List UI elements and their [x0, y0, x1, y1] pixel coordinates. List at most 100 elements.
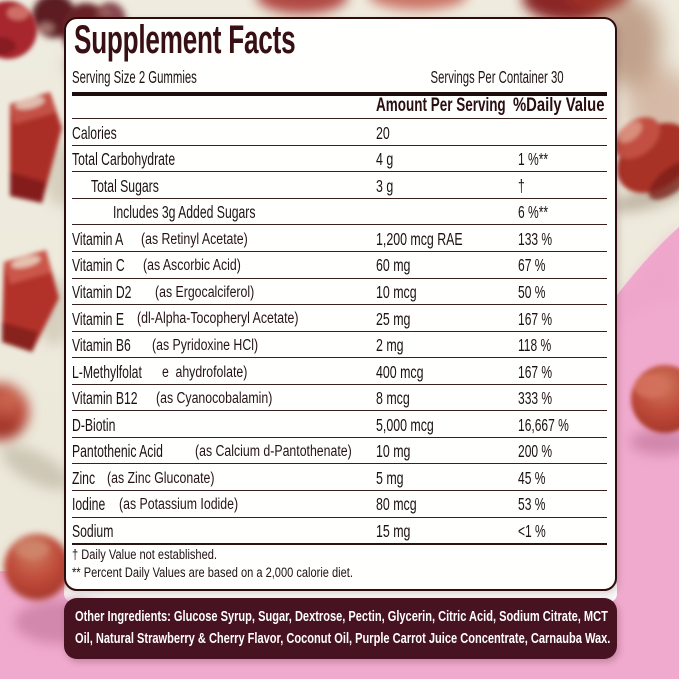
- nutrient-row: Iodine (as Potassium Iodide) 80 mcg 53 %: [71, 489, 607, 517]
- nutrient-row: Vitamin B12 (as Cyanocobalamin) 8 mcg 33…: [71, 383, 607, 411]
- nutrient-amount: 25 mg: [376, 308, 411, 329]
- nutrient-name: Total Sugars: [90, 175, 159, 196]
- nutrient-detail: (as Pyridoxine HCl): [151, 336, 258, 354]
- gummy-left-ball: [0, 383, 29, 441]
- nutrient-name: Pantothenic Acid: [71, 441, 163, 462]
- divider-thick: [71, 92, 607, 97]
- nutrient-daily-value: 16,667 %: [517, 414, 569, 435]
- nutrient-daily-value: 45 %: [517, 467, 545, 488]
- nutrient-row: Sodium 15 mg <1 %: [71, 516, 607, 544]
- nutrient-name: D-Biotin: [71, 414, 115, 435]
- nutrient-daily-value: 67 %: [517, 255, 545, 276]
- gummy-right-cylinder: [611, 117, 679, 213]
- nutrient-table: Calories 20 Total Carbohydrate 4 g 1 %**…: [71, 118, 607, 545]
- nutrient-amount: 20: [376, 122, 390, 143]
- column-header-daily-value: %Daily Value: [513, 94, 605, 116]
- gummy-right-ball: [631, 365, 679, 433]
- gummy-top-left: [0, 1, 37, 59]
- nutrient-row: L-Methylfolat e ahydrofolate) 400 mcg 16…: [71, 357, 607, 384]
- nutrient-detail: (as Ergocalciferol): [155, 283, 255, 301]
- nutrient-amount: 1,200 mcg RAE: [376, 228, 463, 249]
- gummy-left-wedge-1: [10, 92, 62, 203]
- nutrient-daily-value: 133 %: [517, 228, 552, 249]
- nutrient-amount: 8 mcg: [376, 388, 410, 409]
- nutrient-name: Zinc: [71, 467, 95, 488]
- nutrient-daily-value: 53 %: [517, 494, 545, 515]
- footnote-daily-value: † Daily Value not established.: [71, 547, 217, 564]
- nutrient-daily-value: 200 %: [517, 441, 552, 462]
- nutrient-name: Calories: [71, 122, 117, 143]
- nutrient-name: Vitamin E: [71, 308, 124, 329]
- nutrient-row: Vitamin D2 (as Ergocalciferol) 10 mcg 50…: [71, 277, 607, 305]
- nutrient-detail: (as Calcium d-Pantothenate): [194, 443, 352, 461]
- nutrient-row: Vitamin A (as Retinyl Acetate) 1,200 mcg…: [71, 224, 607, 251]
- nutrient-row: Vitamin C (as Ascorbic Acid) 60 mg 67 %: [71, 251, 607, 278]
- nutrient-detail: (as Ascorbic Acid): [143, 257, 241, 275]
- nutrient-amount: 2 mg: [376, 335, 404, 356]
- serving-size: Serving Size 2 Gummies: [72, 67, 197, 88]
- nutrient-detail: (as Zinc Gluconate): [107, 469, 215, 487]
- nutrient-amount: 10 mg: [376, 441, 411, 462]
- nutrient-row: D-Biotin 5,000 mcg 16,667 %: [71, 410, 607, 437]
- nutrient-name: L-Methylfolat: [71, 361, 142, 382]
- nutrient-name: Vitamin D2: [71, 281, 131, 302]
- nutrient-amount: 10 mcg: [376, 281, 417, 302]
- nutrient-daily-value: 118 %: [517, 335, 551, 356]
- nutrient-row: Vitamin B6 (as Pyridoxine HCl) 2 mg 118 …: [71, 330, 607, 358]
- serving-info-row: Serving Size 2 Gummies Servings Per Cont…: [72, 67, 608, 89]
- other-ingredients-line-2: Oil, Natural Strawberry & Cherry Flavor,…: [74, 629, 610, 647]
- nutrient-name: Vitamin B12: [71, 388, 138, 409]
- nutrient-daily-value: 167 %: [517, 361, 552, 382]
- supplement-facts-panel: Supplement Facts Serving Size 2 Gummies …: [64, 17, 617, 591]
- nutrient-detail: (as Retinyl Acetate): [141, 230, 248, 248]
- nutrient-row: Calories 20: [71, 118, 607, 145]
- nutrient-row: Total Sugars 3 g †: [71, 171, 607, 198]
- nutrient-name: Total Carbohydrate: [71, 149, 175, 170]
- column-header-amount: Amount Per Serving: [376, 94, 506, 116]
- nutrient-amount: 4 g: [376, 149, 394, 170]
- other-ingredients-line-1: Other Ingredients: Glucose Syrup, Sugar,…: [74, 607, 608, 625]
- nutrient-daily-value: 6 %**: [517, 202, 548, 223]
- nutrient-name: Sodium: [71, 520, 113, 541]
- servings-per-container: Servings Per Container 30: [430, 67, 564, 88]
- nutrient-amount: 15 mg: [376, 520, 411, 541]
- gummy-bottom-left: [4, 534, 70, 600]
- nutrient-daily-value: 167 %: [517, 308, 552, 329]
- gummy-top-blur-1: [257, 0, 347, 14]
- nutrient-detail: (dl-Alpha-Tocopheryl Acetate): [136, 310, 299, 328]
- nutrient-name: Vitamin A: [71, 228, 123, 249]
- nutrient-amount: 80 mcg: [376, 494, 417, 515]
- nutrient-amount: 5 mg: [376, 467, 404, 488]
- divider-bottom: [71, 543, 607, 545]
- nutrient-amount: 5,000 mcg: [376, 414, 434, 435]
- footnotes: † Daily Value not established. ** Percen…: [72, 547, 612, 582]
- nutrient-daily-value: 50 %: [517, 281, 545, 302]
- nutrient-detail: e ahydrofolate): [161, 363, 247, 381]
- nutrient-row: Pantothenic Acid (as Calcium d-Pantothen…: [71, 436, 607, 464]
- nutrient-row: Total Carbohydrate 4 g 1 %**: [71, 144, 607, 172]
- nutrient-name: Vitamin C: [71, 255, 125, 276]
- nutrient-name: Includes 3g Added Sugars: [113, 202, 256, 223]
- nutrient-row: Zinc (as Zinc Gluconate) 5 mg 45 %: [71, 463, 607, 490]
- footnote-percent-dv: ** Percent Daily Values are based on a 2…: [71, 564, 353, 581]
- nutrient-daily-value: <1 %: [517, 520, 546, 541]
- nutrient-name: Iodine: [71, 494, 105, 515]
- panel-title: Supplement Facts: [73, 18, 296, 63]
- nutrient-row: Vitamin E (dl-Alpha-Tocopheryl Acetate) …: [71, 304, 607, 331]
- nutrient-amount: 3 g: [376, 175, 394, 196]
- other-ingredients-box: Other Ingredients: Glucose Syrup, Sugar,…: [64, 597, 617, 659]
- gummy-right-ball-shadow: [630, 429, 679, 455]
- table-header-row: Amount Per Serving %Daily Value: [72, 95, 608, 118]
- nutrient-amount: 60 mg: [376, 255, 411, 276]
- nutrient-daily-value: †: [517, 175, 525, 196]
- nutrient-detail: (as Cyanocobalamin): [156, 390, 273, 408]
- nutrient-amount: 400 mcg: [376, 361, 424, 382]
- nutrient-row: Includes 3g Added Sugars 6 %**: [71, 197, 607, 225]
- gummy-left-wedge-2: [2, 250, 59, 352]
- nutrient-daily-value: 333 %: [517, 388, 552, 409]
- nutrient-name: Vitamin B6: [71, 335, 131, 356]
- gummy-top-blur-2: [371, 0, 465, 10]
- nutrient-detail: (as Potassium Iodide): [118, 496, 238, 514]
- nutrient-daily-value: 1 %**: [517, 149, 548, 170]
